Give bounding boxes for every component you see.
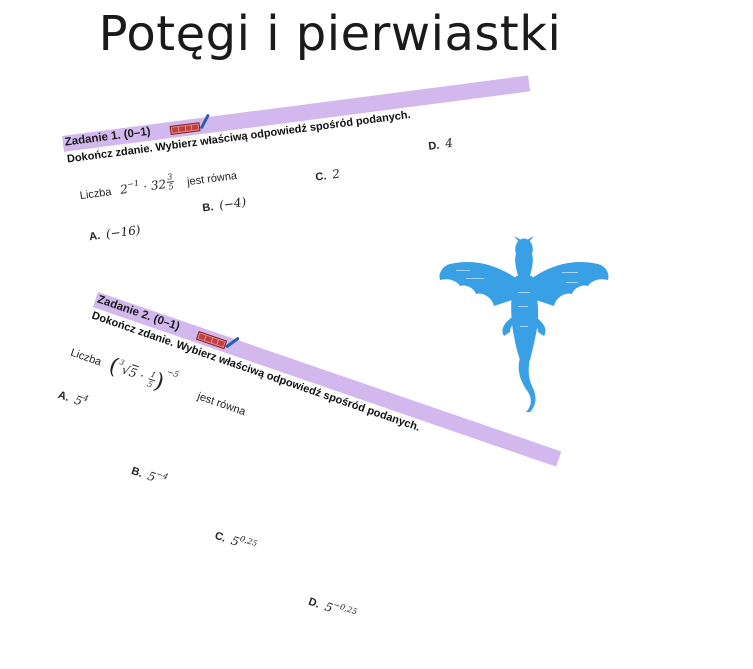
option-exp: −4 (155, 469, 170, 482)
task1-option-c[interactable]: C. 2 (314, 166, 341, 184)
task1-question: Liczba 2−1 · 32 3 5 jest równa (78, 164, 238, 203)
option-letter: A. (56, 389, 71, 404)
option-letter: D. (427, 139, 441, 153)
task1-lead: Liczba (79, 186, 113, 203)
expr-base2: 32 (150, 177, 168, 193)
task2-expression: (3√5 · 1 5)−5 (105, 353, 180, 396)
task1-tail: jest równa (186, 169, 238, 189)
option-value: 4 (444, 135, 454, 151)
outer-exp: −5 (165, 367, 180, 380)
task2-option-c[interactable]: C. 50,25 (213, 526, 258, 555)
root-radicand: 5 (127, 363, 140, 381)
task2-lead: Liczba (68, 346, 103, 369)
option-letter: B. (201, 201, 215, 215)
option-value: (−4) (218, 194, 247, 213)
task1-option-b[interactable]: B. (−4) (201, 194, 247, 215)
option-letter: B. (129, 465, 145, 480)
expr-exp1: −1 (126, 178, 140, 189)
option-letter: A. (88, 229, 101, 244)
task2-option-d[interactable]: D. 5−0,25 (307, 592, 359, 623)
option-value: 2 (331, 166, 341, 182)
task2-tail: jest równa (195, 390, 248, 419)
option-exp: 0,25 (238, 533, 259, 549)
dragon-icon (439, 236, 609, 412)
option-letter: D. (306, 595, 322, 611)
root-index: 3 (118, 358, 126, 368)
task1-header-band (62, 75, 531, 152)
option-exp: 4 (82, 393, 90, 404)
task1-option-a[interactable]: A. (−16) (88, 222, 142, 244)
task1-card: Zadanie 1. (0–1) Dokończ zdanie. Wybierz… (62, 75, 543, 248)
task2-option-a[interactable]: A. 54 (56, 385, 89, 410)
option-letter: C. (213, 529, 228, 545)
task2-option-b[interactable]: B. 5−4 (130, 461, 170, 488)
task1-option-d[interactable]: D. 4 (427, 135, 454, 153)
option-letter: C. (314, 170, 328, 184)
expr-dot: · (142, 179, 149, 194)
option-exp: −0,25 (332, 600, 359, 617)
paren-open: ( (105, 353, 122, 380)
task1-expression: 2−1 · 32 3 5 (119, 172, 175, 197)
page-title: Potęgi i pierwiastki (98, 6, 562, 62)
expr-exp2-den: 5 (167, 182, 175, 192)
option-value: (−16) (105, 222, 142, 242)
